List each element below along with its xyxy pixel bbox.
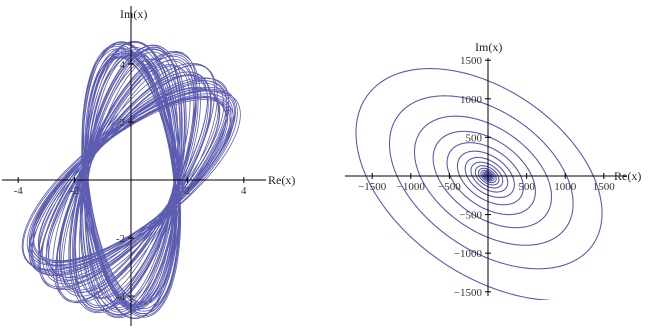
right-x-tick-label: 500 bbox=[518, 181, 535, 193]
right-y-tick-label: 1500 bbox=[460, 55, 483, 67]
left-x-axis-label: Re(x) bbox=[268, 173, 295, 187]
right-ticks: −1500 −1000 −500 500 1000 1500 −1500 −1000 −500 5… bbox=[358, 55, 615, 299]
left-x-tick-label: -2 bbox=[70, 185, 79, 197]
left-x-tick-label: 2 bbox=[185, 185, 191, 197]
right-x-tick-label: −500 bbox=[438, 181, 461, 193]
left-ticks: -4 -2 2 4 -4 -2 2 4 bbox=[14, 59, 247, 303]
right-y-tick-label: −1000 bbox=[454, 248, 483, 260]
right-chart: −1500 −1000 −500 500 1000 1500 −1500 −1000 −500 5… bbox=[345, 40, 641, 300]
left-y-tick-label: 2 bbox=[120, 117, 126, 129]
left-x-tick-label: 4 bbox=[241, 185, 247, 197]
right-y-tick-label: 500 bbox=[466, 132, 483, 144]
right-y-tick-label: −500 bbox=[459, 210, 482, 222]
left-x-tick-label: -4 bbox=[14, 185, 24, 197]
right-x-axis-label: Re(x) bbox=[614, 169, 641, 183]
left-series-curve bbox=[21, 40, 241, 320]
right-x-tick-label: 1500 bbox=[593, 181, 616, 193]
left-y-tick-label: -4 bbox=[116, 291, 126, 303]
left-y-axis-label: Im(x) bbox=[120, 7, 147, 21]
left-y-tick-label: 4 bbox=[120, 59, 126, 71]
right-x-tick-label: −1500 bbox=[358, 181, 387, 193]
right-y-tick-label: 1000 bbox=[460, 94, 483, 106]
right-x-tick-label: 1000 bbox=[554, 181, 577, 193]
right-x-tick-label: −1000 bbox=[397, 181, 426, 193]
right-y-tick-label: −1500 bbox=[454, 287, 483, 299]
left-y-tick-label: -2 bbox=[116, 233, 125, 245]
left-chart: -4 -2 2 4 -4 -2 2 4 Re(x) Im(x) bbox=[2, 6, 295, 326]
right-y-axis-label: Im(x) bbox=[475, 40, 502, 54]
